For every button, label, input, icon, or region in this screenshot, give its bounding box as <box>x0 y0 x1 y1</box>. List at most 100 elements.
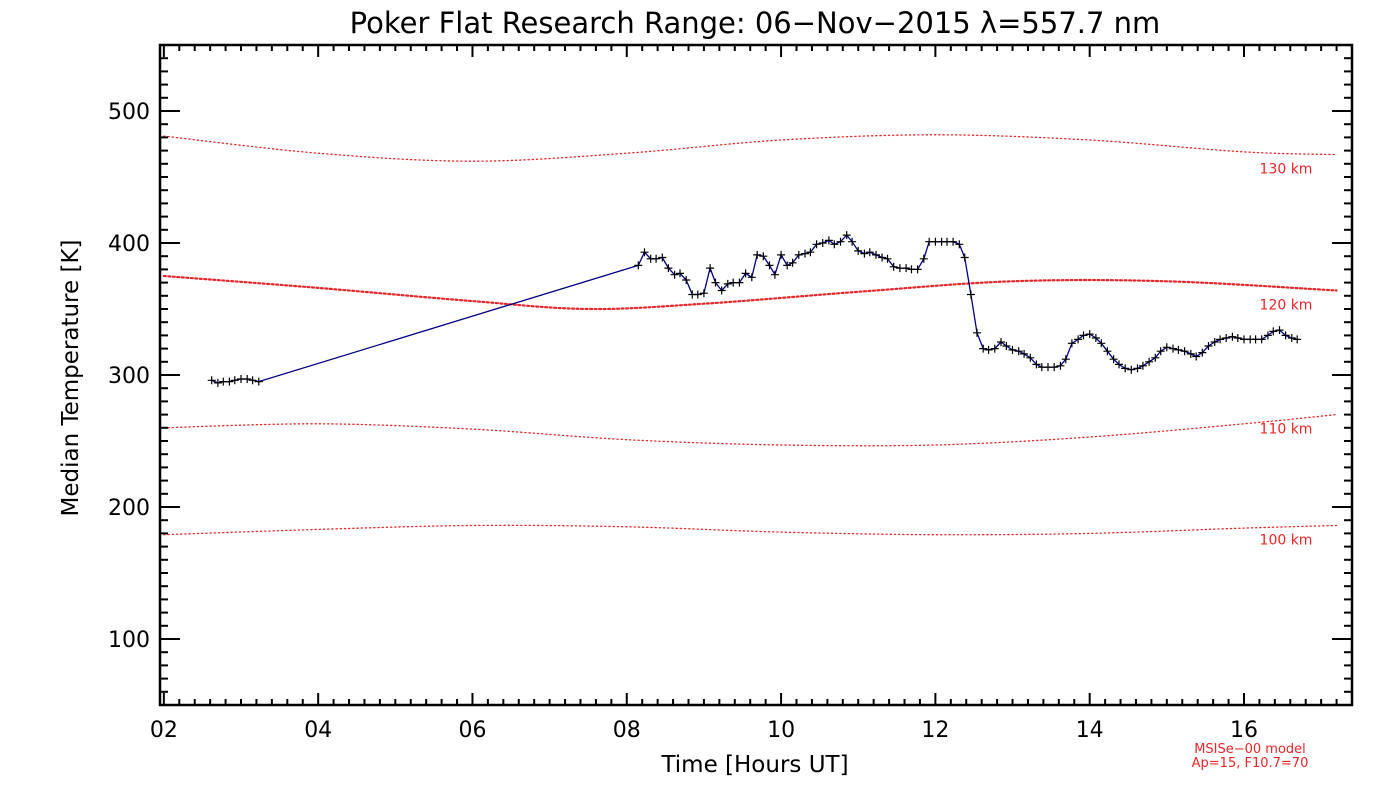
data-point-56 <box>913 265 922 274</box>
data-point-119 <box>1287 334 1296 342</box>
data-point-31 <box>765 261 774 270</box>
data-point-85 <box>1085 330 1094 339</box>
msis-curve-110-km <box>163 413 1338 447</box>
model-note-line1: MSISe−00 model <box>1194 742 1306 757</box>
data-point-70 <box>997 338 1005 346</box>
data-point-75 <box>1026 353 1035 362</box>
data-point-35 <box>788 258 797 267</box>
data-point-120 <box>1293 335 1302 344</box>
data-point-79 <box>1050 363 1059 372</box>
y-axis-label: Median Temperature [K] <box>58 240 84 517</box>
data-point-93 <box>1133 364 1142 373</box>
data-point-118 <box>1281 331 1290 340</box>
data-point-81 <box>1061 355 1070 364</box>
data-point-105 <box>1204 342 1213 350</box>
data-point-97 <box>1156 347 1165 356</box>
data-point-10 <box>640 248 649 257</box>
data-point-92 <box>1127 365 1136 374</box>
data-point-99 <box>1169 344 1177 353</box>
x-tick-label: 14 <box>1076 718 1104 743</box>
data-point-41 <box>824 236 833 245</box>
data-point-57 <box>919 254 928 263</box>
data-point-110 <box>1233 334 1242 342</box>
data-point-1 <box>213 378 222 387</box>
data-point-100 <box>1174 345 1183 354</box>
y-tick-label: 500 <box>108 100 150 125</box>
data-point-102 <box>1186 349 1195 358</box>
data-point-43 <box>836 237 845 246</box>
data-point-68 <box>984 345 993 354</box>
data-point-44 <box>842 231 851 240</box>
data-point-91 <box>1121 364 1130 373</box>
x-tick-label: 06 <box>459 718 487 743</box>
data-point-107 <box>1216 335 1225 344</box>
data-point-49 <box>872 250 880 259</box>
data-point-20 <box>699 289 708 298</box>
data-point-74 <box>1020 349 1029 358</box>
data-point-62 <box>949 237 958 246</box>
y-tick-label: 400 <box>108 232 150 257</box>
data-series <box>207 231 1302 387</box>
x-tick-label: 02 <box>150 718 178 743</box>
data-point-109 <box>1228 332 1237 341</box>
data-point-26 <box>735 278 744 287</box>
data-point-37 <box>801 249 809 258</box>
data-point-63 <box>955 240 964 249</box>
msis-label-100-km: 100 km <box>1260 533 1313 549</box>
msis-curve-120-km <box>162 274 1338 311</box>
data-point-104 <box>1198 348 1207 357</box>
data-point-65 <box>966 290 975 299</box>
data-point-106 <box>1210 338 1219 346</box>
data-point-82 <box>1067 339 1076 348</box>
msis-label-130-km: 130 km <box>1260 162 1313 178</box>
data-point-45 <box>848 237 857 246</box>
data-point-69 <box>990 344 999 353</box>
band-labels: 130 km 120 km 110 km 100 km <box>1260 162 1313 549</box>
data-point-0 <box>207 376 216 385</box>
data-point-67 <box>979 344 988 353</box>
data-point-12 <box>652 254 661 263</box>
data-point-17 <box>682 276 691 284</box>
plot-axes <box>158 43 1354 707</box>
data-point-16 <box>676 269 684 278</box>
data-point-42 <box>830 240 839 249</box>
msis-label-120-km: 120 km <box>1260 298 1313 314</box>
data-point-50 <box>878 253 887 262</box>
data-point-8 <box>254 377 263 386</box>
data-point-73 <box>1014 347 1023 356</box>
data-point-84 <box>1079 331 1088 340</box>
data-point-101 <box>1180 347 1189 356</box>
data-point-48 <box>865 248 874 257</box>
data-point-24 <box>723 279 732 288</box>
data-point-13 <box>658 253 667 262</box>
data-point-71 <box>1002 342 1011 350</box>
tick-labels: 02 04 06 08 10 12 14 16 100 200 300 400 500 <box>108 100 1258 743</box>
data-point-95 <box>1145 357 1154 366</box>
data-point-80 <box>1056 361 1065 370</box>
msis-label-110-km: 110 km <box>1260 422 1313 438</box>
data-point-64 <box>960 253 969 262</box>
data-point-51 <box>883 254 892 263</box>
data-point-4 <box>230 376 239 385</box>
model-note-line2: Ap=15, F10.7=70 <box>1192 756 1309 771</box>
data-point-54 <box>902 264 911 273</box>
x-tick-label: 12 <box>921 718 949 743</box>
data-point-6 <box>243 375 252 383</box>
data-point-27 <box>741 269 750 278</box>
data-point-52 <box>889 262 898 271</box>
y-tick-label: 300 <box>108 364 150 389</box>
data-point-89 <box>1109 355 1118 364</box>
data-point-28 <box>747 273 756 282</box>
chart-title: Poker Flat Research Range: 06−Nov−2015 λ… <box>350 6 1161 40</box>
msis-model-bands <box>162 134 1338 536</box>
data-point-3 <box>225 377 234 386</box>
data-point-29 <box>753 250 762 259</box>
data-point-9 <box>634 261 643 270</box>
data-point-72 <box>1008 345 1017 354</box>
data-point-23 <box>717 286 726 295</box>
x-axis-label: Time [Hours UT] <box>660 752 848 778</box>
data-point-96 <box>1151 353 1160 362</box>
data-point-33 <box>777 250 786 259</box>
